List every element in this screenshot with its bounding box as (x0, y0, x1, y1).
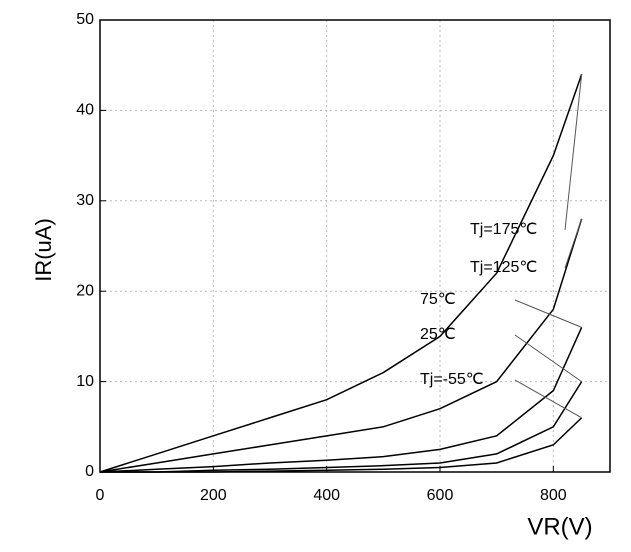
y-tick-label: 0 (85, 463, 94, 480)
curve-label: Tj=175℃ (470, 221, 537, 238)
curve-label: 75℃ (420, 291, 456, 308)
curve-label: 25℃ (420, 326, 456, 343)
x-tick-label: 400 (313, 487, 340, 504)
x-tick-label: 800 (540, 487, 567, 504)
curve-label: Tj=125℃ (470, 259, 537, 276)
curve-label: Tj=-55℃ (420, 371, 484, 388)
x-tick-label: 0 (96, 487, 105, 504)
y-tick-label: 50 (76, 11, 94, 28)
x-tick-label: 600 (427, 487, 454, 504)
y-tick-label: 30 (76, 192, 94, 209)
y-axis-label: IR(uA) (31, 218, 56, 282)
y-tick-label: 10 (76, 373, 94, 390)
y-tick-label: 20 (76, 282, 94, 299)
y-tick-label: 40 (76, 102, 94, 119)
x-tick-label: 200 (200, 487, 227, 504)
chart: VR(V) IR(uA) 0 10 20 30 40 50 0 200 400 600 800 Tj=… (0, 0, 631, 547)
x-axis-label: VR(V) (527, 513, 592, 540)
